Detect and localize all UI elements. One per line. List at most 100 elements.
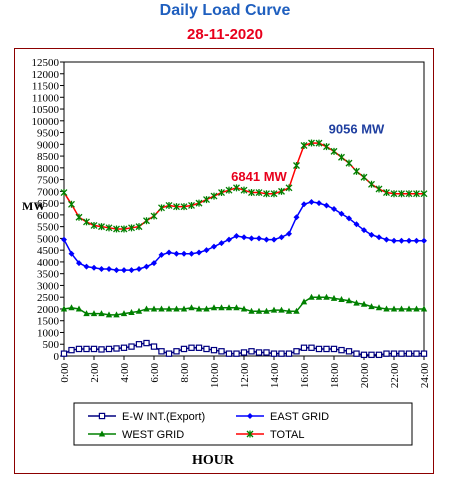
data-point xyxy=(83,345,90,353)
data-point xyxy=(61,236,67,243)
data-point xyxy=(143,263,150,270)
x-axis-label: HOUR xyxy=(192,453,235,468)
data-point xyxy=(128,343,135,350)
data-point xyxy=(143,217,150,225)
data-point xyxy=(413,305,420,312)
data-point xyxy=(188,304,195,311)
data-point xyxy=(278,306,285,313)
data-point xyxy=(248,235,255,242)
data-point xyxy=(203,305,210,312)
data-point xyxy=(248,348,255,355)
y-tick-label: 5500 xyxy=(37,222,60,234)
x-tick-label: 20:00 xyxy=(359,363,371,389)
data-point xyxy=(233,184,240,192)
data-point xyxy=(398,350,405,357)
data-point xyxy=(315,345,323,353)
data-point xyxy=(360,351,368,359)
data-point xyxy=(83,218,90,226)
data-point xyxy=(255,349,263,356)
data-point xyxy=(263,349,270,356)
data-point xyxy=(113,267,120,274)
y-tick-label: 5000 xyxy=(37,233,60,245)
data-point xyxy=(361,227,367,234)
data-point xyxy=(338,153,345,161)
data-point xyxy=(173,203,180,211)
data-point xyxy=(195,199,203,207)
data-point xyxy=(346,215,352,222)
data-point xyxy=(113,345,120,352)
data-point xyxy=(135,307,143,314)
data-point xyxy=(360,300,368,307)
data-point xyxy=(255,189,263,197)
data-point xyxy=(233,233,240,240)
y-tick-label: 12000 xyxy=(32,69,60,81)
data-point xyxy=(105,345,113,353)
y-tick-label: 11000 xyxy=(32,92,60,104)
data-point xyxy=(98,265,105,272)
x-tick-label: 18:00 xyxy=(329,363,341,389)
series-2 xyxy=(60,293,428,318)
legend-box xyxy=(73,402,413,446)
data-point xyxy=(270,350,278,357)
x-tick-label: 6:00 xyxy=(149,363,161,383)
y-tick-label: 12500 xyxy=(32,57,60,69)
data-point xyxy=(413,237,420,244)
data-point xyxy=(353,167,360,175)
data-point xyxy=(105,224,113,232)
data-point xyxy=(345,348,353,355)
data-point xyxy=(203,196,210,204)
data-point xyxy=(98,310,105,317)
data-point xyxy=(203,345,210,353)
data-point xyxy=(345,297,353,304)
data-point xyxy=(128,224,135,232)
legend-marker xyxy=(246,430,254,438)
data-point xyxy=(323,143,330,151)
data-point xyxy=(263,190,270,198)
data-point xyxy=(90,345,98,353)
data-point xyxy=(166,249,172,256)
data-point xyxy=(368,303,375,310)
data-point xyxy=(188,344,195,351)
data-point xyxy=(315,139,323,147)
data-point xyxy=(338,296,345,303)
data-point xyxy=(120,310,128,317)
data-point xyxy=(263,307,270,314)
data-point xyxy=(226,236,232,243)
data-point xyxy=(68,346,75,354)
data-point xyxy=(218,304,225,311)
y-tick-label: 8000 xyxy=(37,163,60,175)
data-point xyxy=(331,206,337,212)
data-point xyxy=(383,305,390,312)
data-point xyxy=(330,294,338,301)
plot-area xyxy=(63,61,425,357)
data-point xyxy=(300,298,308,305)
data-point xyxy=(165,201,173,209)
legend-label: EAST GRID xyxy=(270,411,329,423)
data-point xyxy=(150,343,158,350)
data-point xyxy=(83,263,90,270)
data-point xyxy=(285,184,293,192)
data-point xyxy=(128,267,135,274)
data-point xyxy=(398,190,405,198)
annotation-label: 9056 MW xyxy=(329,122,385,137)
data-point xyxy=(398,305,405,312)
data-point xyxy=(338,346,345,354)
data-point xyxy=(173,305,180,312)
data-point xyxy=(225,304,233,311)
data-point xyxy=(180,203,188,211)
data-point xyxy=(323,293,330,300)
data-point xyxy=(136,265,142,272)
data-point xyxy=(211,243,217,250)
data-point xyxy=(105,311,113,318)
data-point xyxy=(421,237,427,244)
data-point xyxy=(76,260,82,267)
data-point xyxy=(293,348,300,355)
series-0 xyxy=(60,339,428,359)
data-point xyxy=(398,237,405,244)
data-point xyxy=(345,159,353,167)
data-point xyxy=(383,236,390,243)
data-point xyxy=(360,173,368,181)
data-point xyxy=(173,348,180,355)
data-point xyxy=(338,210,345,217)
